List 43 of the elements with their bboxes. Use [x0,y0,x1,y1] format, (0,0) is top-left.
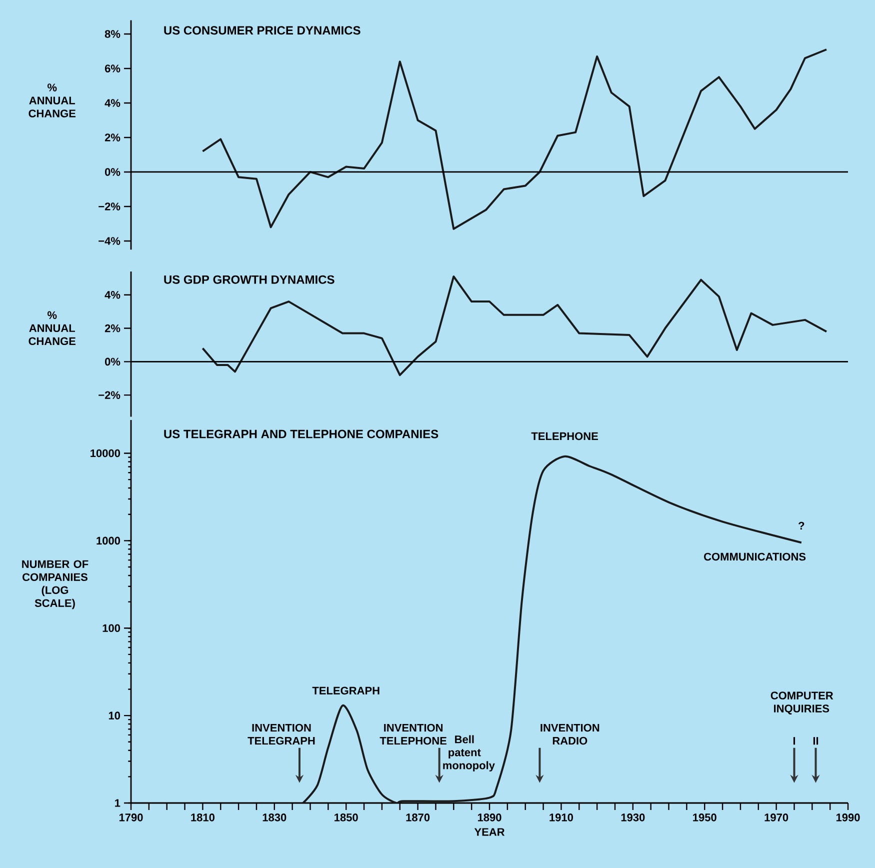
annotation: II [813,737,818,745]
x-tick-label: 1990 [836,814,860,822]
y-axis-title: % ANNUAL CHANGE [28,311,76,346]
y-axis-title: % ANNUAL CHANGE [28,84,76,118]
annotation: TELEPHONE [531,432,598,440]
y-tick-label: 10000 [90,449,120,458]
y-tick-label: −2% [98,391,120,399]
y-tick-label: 10 [108,712,120,720]
annotation: ? [798,522,804,530]
x-tick-label: 1870 [406,814,430,822]
x-tick-label: 1890 [478,814,502,822]
y-tick-label: 6% [104,64,120,72]
x-tick-label: 1830 [262,814,286,822]
annotation: INVENTION RADIO [540,724,600,745]
y-tick-label: −2% [98,202,120,210]
y-tick-label: 4% [104,291,120,299]
x-tick-label: 1950 [693,814,716,822]
y-tick-label: 0% [105,358,120,366]
chart-title: US GDP GROWTH DYNAMICS [164,275,334,284]
y-axis-title: NUMBER OF COMPANIES (LOG SCALE) [22,560,88,610]
y-tick-label: 2% [104,324,120,332]
x-axis-title: YEAR [474,828,505,836]
y-tick-label: 1 [115,799,120,807]
y-tick-label: 0% [105,168,120,176]
x-tick-label: 1930 [621,814,645,822]
y-tick-label: 2% [104,134,120,142]
y-tick-label: 100 [102,624,120,632]
annotation: COMPUTER INQUIRIES [770,692,834,714]
annotation: INVENTION TELEGRAPH [248,724,315,745]
x-tick-label: 1810 [191,814,214,822]
y-tick-label: 8% [104,30,120,38]
x-tick-label: 1850 [334,814,358,822]
text: US TELEGRAPH AND TELEPHONE COMPANIES [164,430,438,438]
y-tick-label: −4% [98,237,120,245]
chart-title: US CONSUMER PRICE DYNAMICS [164,26,360,35]
y-tick-label: 1000 [96,536,120,545]
x-tick-label: 1910 [550,814,573,822]
annotation: COMMUNICATIONS [704,552,806,561]
x-tick-label: 1970 [764,814,788,822]
annotation: TELEGRAPH [312,686,380,695]
annotation: I [793,737,796,745]
y-tick-label: 4% [104,99,120,107]
x-tick-label: 1790 [119,814,143,822]
